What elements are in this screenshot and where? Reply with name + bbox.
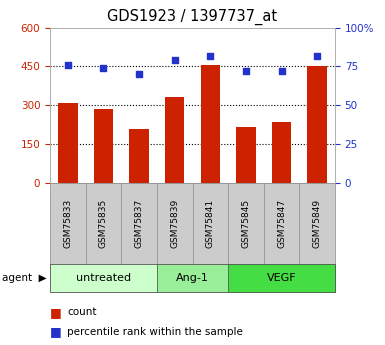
Point — [100, 65, 107, 71]
Text: untreated: untreated — [76, 273, 131, 283]
Point — [314, 53, 320, 58]
Bar — [236, 127, 256, 183]
Point — [243, 68, 249, 74]
Point — [65, 62, 71, 68]
Text: GSM75837: GSM75837 — [135, 199, 144, 248]
Text: Ang-1: Ang-1 — [176, 273, 209, 283]
Bar — [307, 66, 327, 183]
Bar — [58, 103, 78, 183]
Point — [207, 53, 213, 58]
Bar — [157, 264, 228, 292]
Bar — [165, 97, 184, 183]
Point — [278, 68, 285, 74]
Text: GSM75835: GSM75835 — [99, 199, 108, 248]
Text: VEGF: VEGF — [267, 273, 296, 283]
Bar — [94, 109, 113, 183]
Text: percentile rank within the sample: percentile rank within the sample — [67, 327, 243, 337]
Text: count: count — [67, 307, 97, 317]
Bar — [201, 65, 220, 183]
Bar — [272, 122, 291, 183]
Bar — [50, 264, 157, 292]
Point — [136, 71, 142, 77]
Text: GSM75845: GSM75845 — [241, 199, 250, 248]
Text: ■: ■ — [50, 325, 62, 338]
Text: GSM75839: GSM75839 — [170, 199, 179, 248]
Text: ■: ■ — [50, 306, 62, 319]
Bar — [228, 264, 335, 292]
Text: GSM75841: GSM75841 — [206, 199, 215, 248]
Point — [172, 58, 178, 63]
Text: GSM75847: GSM75847 — [277, 199, 286, 248]
Text: GDS1923 / 1397737_at: GDS1923 / 1397737_at — [107, 9, 278, 25]
Bar — [129, 129, 149, 183]
Text: GSM75849: GSM75849 — [313, 199, 321, 248]
Text: GSM75833: GSM75833 — [64, 199, 72, 248]
Text: agent  ▶: agent ▶ — [2, 273, 47, 283]
